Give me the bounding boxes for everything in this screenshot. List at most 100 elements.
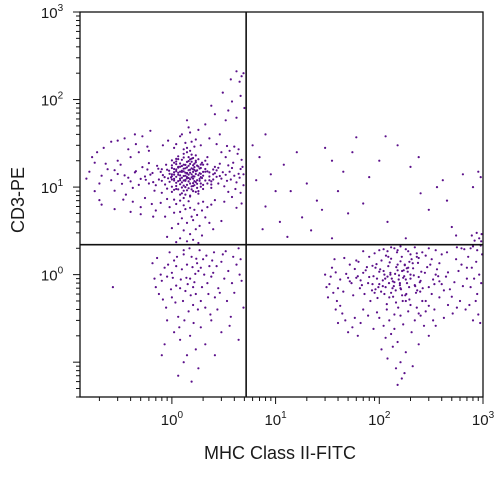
- data-point: [170, 164, 173, 167]
- data-point: [182, 163, 185, 166]
- data-point: [399, 361, 402, 364]
- data-point: [411, 365, 414, 368]
- data-point: [98, 182, 101, 185]
- data-point: [401, 269, 404, 273]
- data-point: [446, 303, 450, 307]
- population-lower-right: [324, 231, 484, 386]
- data-point: [194, 228, 197, 231]
- data-point: [173, 173, 176, 176]
- data-point: [238, 176, 241, 179]
- data-point: [175, 168, 178, 171]
- data-point: [242, 72, 245, 75]
- data-point: [393, 313, 396, 316]
- data-point: [384, 286, 387, 289]
- data-point: [480, 282, 483, 285]
- data-point: [269, 173, 272, 176]
- data-point: [185, 151, 189, 154]
- data-point: [475, 231, 478, 234]
- data-point: [417, 312, 420, 315]
- data-point: [173, 179, 176, 182]
- data-point: [344, 319, 347, 322]
- data-point: [471, 319, 475, 322]
- data-point: [360, 284, 363, 287]
- data-point: [341, 312, 344, 315]
- data-point: [451, 312, 454, 315]
- data-point: [446, 271, 450, 274]
- data-point: [147, 182, 150, 185]
- data-point: [98, 199, 101, 202]
- data-point: [229, 78, 232, 81]
- data-point: [373, 291, 376, 294]
- data-point: [194, 170, 197, 173]
- data-point: [182, 196, 185, 200]
- data-point: [179, 162, 182, 165]
- data-point: [230, 195, 234, 199]
- data-point: [182, 170, 185, 173]
- data-point: [190, 160, 193, 163]
- data-point: [137, 183, 140, 186]
- data-point: [204, 167, 207, 171]
- data-point: [204, 343, 207, 346]
- data-point: [189, 206, 192, 209]
- data-point: [395, 266, 398, 269]
- data-point: [194, 190, 197, 193]
- data-point: [227, 109, 230, 112]
- data-point: [380, 348, 383, 351]
- data-point: [151, 262, 154, 265]
- data-point: [408, 298, 411, 301]
- data-point: [415, 252, 418, 255]
- data-point: [464, 308, 467, 311]
- data-point: [396, 269, 399, 272]
- data-point: [185, 177, 189, 180]
- data-point: [220, 219, 223, 223]
- data-point: [194, 154, 197, 157]
- data-point: [182, 204, 185, 207]
- data-point: [210, 203, 213, 206]
- data-point: [423, 271, 426, 274]
- data-point: [237, 338, 240, 341]
- data-point: [227, 269, 230, 273]
- data-point: [196, 182, 199, 185]
- data-point: [210, 104, 213, 107]
- data-point: [391, 287, 394, 290]
- data-point: [330, 266, 334, 269]
- data-point: [189, 334, 192, 337]
- data-point: [173, 177, 176, 180]
- data-point: [373, 252, 376, 255]
- data-point: [455, 234, 458, 237]
- data-point: [129, 210, 132, 213]
- data-point: [194, 159, 197, 162]
- data-point: [213, 165, 216, 168]
- data-point: [185, 189, 189, 192]
- data-point: [179, 170, 182, 173]
- data-point: [184, 289, 187, 293]
- data-point: [175, 175, 178, 178]
- data-point: [374, 266, 377, 269]
- data-point: [345, 272, 348, 275]
- data-point: [404, 278, 407, 281]
- data-point: [221, 171, 224, 174]
- data-point: [180, 186, 183, 189]
- data-point: [156, 164, 159, 167]
- data-point: [398, 282, 401, 285]
- data-point: [182, 361, 185, 364]
- data-point: [152, 181, 155, 184]
- data-point: [315, 199, 318, 202]
- data-point: [399, 260, 402, 263]
- data-point: [193, 281, 196, 284]
- data-point: [383, 273, 386, 276]
- data-point: [394, 301, 398, 304]
- data-point: [388, 319, 391, 322]
- data-point: [389, 271, 392, 274]
- data-point: [190, 167, 193, 170]
- data-point: [473, 277, 476, 280]
- data-point: [215, 143, 218, 146]
- data-point: [187, 156, 190, 159]
- data-point: [177, 315, 180, 318]
- data-point: [202, 183, 205, 186]
- data-point: [427, 247, 430, 250]
- data-point: [221, 253, 224, 256]
- data-point: [241, 165, 244, 168]
- data-point: [401, 299, 404, 303]
- data-point: [100, 203, 103, 206]
